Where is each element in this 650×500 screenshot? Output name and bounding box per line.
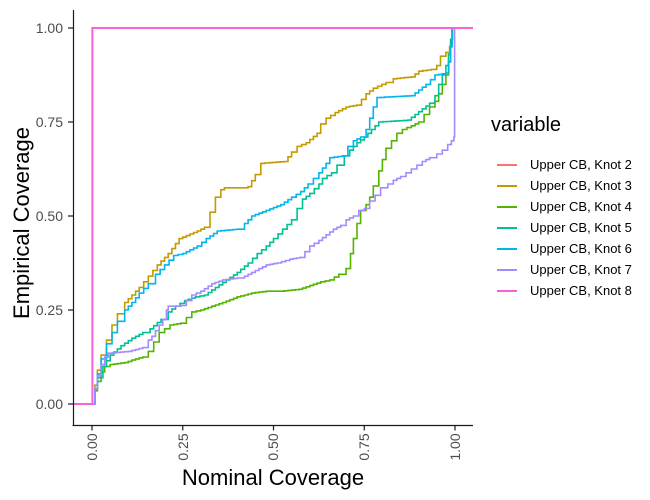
- x-tick-label: 0.00: [84, 433, 100, 461]
- x-axis-title: Nominal Coverage: [181, 465, 365, 490]
- legend-title: variable: [491, 114, 562, 136]
- y-tick-label: 0.75: [35, 114, 63, 130]
- axis-tick-marks: [68, 27, 456, 431]
- legend-item: Upper CB, Knot 7: [491, 259, 632, 280]
- legend-key-line: [497, 184, 517, 187]
- legend-key-line: [497, 163, 517, 166]
- legend-key-line: [497, 226, 517, 229]
- ecdf-line-8: [73, 27, 473, 405]
- legend-key-line: [497, 205, 517, 208]
- legend-item: Upper CB, Knot 6: [491, 238, 632, 259]
- legend-key-line: [497, 268, 517, 271]
- series-lines: [73, 27, 473, 405]
- ecdf-line-6: [73, 27, 473, 405]
- legend-item: Upper CB, Knot 4: [491, 196, 632, 217]
- legend-item-label: Upper CB, Knot 7: [530, 262, 632, 277]
- legend-item-label: Upper CB, Knot 3: [530, 178, 632, 193]
- ecdf-line-7: [73, 27, 473, 405]
- legend-item: Upper CB, Knot 5: [491, 217, 632, 238]
- legend-item-label: Upper CB, Knot 2: [530, 157, 632, 172]
- x-tick-label: 0.75: [356, 433, 372, 461]
- x-tick-label: 0.25: [175, 433, 191, 461]
- legend-item: Upper CB, Knot 8: [491, 280, 632, 301]
- legend-key-line: [497, 289, 517, 292]
- legend-item: Upper CB, Knot 2: [491, 154, 632, 175]
- legend-item-label: Upper CB, Knot 8: [530, 283, 632, 298]
- y-tick-label: 0.25: [35, 302, 63, 318]
- ecdf-line-5: [73, 27, 473, 405]
- x-tick-label: 0.50: [265, 433, 281, 461]
- legend-item-label: Upper CB, Knot 5: [530, 220, 632, 235]
- y-tick-label: 1.00: [35, 20, 63, 36]
- y-tick-label: 0.50: [35, 208, 63, 224]
- ecdf-line-3: [73, 27, 473, 405]
- legend-key-line: [497, 247, 517, 250]
- x-tick-label: 1.00: [447, 433, 463, 461]
- ecdf-line-4: [73, 27, 473, 405]
- legend-item: Upper CB, Knot 3: [491, 175, 632, 196]
- legend: variable Upper CB, Knot 2 Upper CB, Knot…: [491, 112, 632, 301]
- y-tick-label: 0.00: [35, 396, 63, 412]
- legend-item-label: Upper CB, Knot 4: [530, 199, 632, 214]
- legend-item-label: Upper CB, Knot 6: [530, 241, 632, 256]
- ecdf-line-2: [73, 27, 473, 405]
